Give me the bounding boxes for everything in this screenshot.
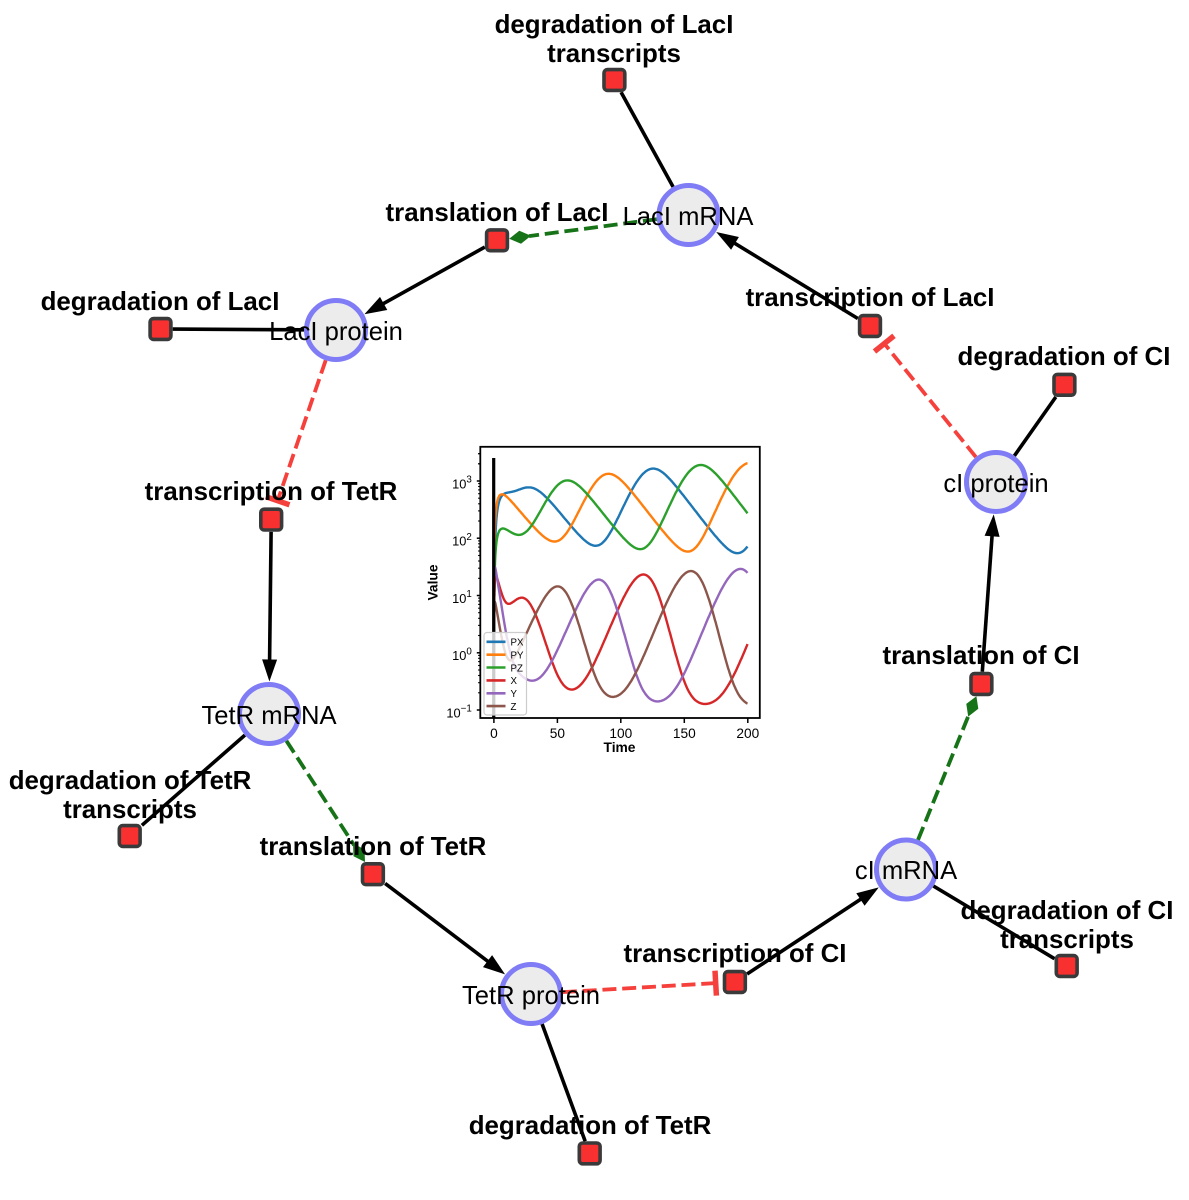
svg-text:transcription of CI: transcription of CI bbox=[624, 940, 847, 968]
svg-text:Z: Z bbox=[511, 702, 517, 713]
svg-text:TetR mRNA: TetR mRNA bbox=[201, 702, 337, 730]
svg-text:PY: PY bbox=[511, 651, 524, 662]
svg-text:100: 100 bbox=[609, 726, 632, 741]
svg-text:transcripts: transcripts bbox=[1000, 926, 1134, 954]
svg-text:transcription of LacI: transcription of LacI bbox=[746, 284, 995, 312]
svg-text:X: X bbox=[511, 676, 518, 687]
svg-text:Time: Time bbox=[604, 740, 636, 755]
svg-text:cI mRNA: cI mRNA bbox=[855, 857, 958, 885]
svg-text:Y: Y bbox=[511, 689, 518, 700]
svg-text:transcription of TetR: transcription of TetR bbox=[145, 478, 398, 506]
svg-text:LacI mRNA: LacI mRNA bbox=[623, 203, 755, 231]
svg-text:LacI protein: LacI protein bbox=[269, 318, 403, 346]
svg-text:50: 50 bbox=[550, 726, 566, 741]
svg-text:101: 101 bbox=[452, 589, 472, 606]
svg-text:degradation of CI: degradation of CI bbox=[961, 897, 1174, 925]
svg-text:degradation of CI: degradation of CI bbox=[958, 343, 1171, 371]
svg-text:100: 100 bbox=[452, 646, 472, 663]
svg-text:103: 103 bbox=[452, 475, 472, 492]
svg-text:degradation of TetR: degradation of TetR bbox=[469, 1112, 712, 1140]
svg-text:degradation of LacI: degradation of LacI bbox=[41, 288, 280, 316]
svg-text:translation of TetR: translation of TetR bbox=[260, 833, 487, 861]
svg-text:Value: Value bbox=[426, 564, 441, 600]
svg-text:transcripts: transcripts bbox=[63, 796, 197, 824]
svg-text:cI protein: cI protein bbox=[943, 470, 1048, 498]
svg-text:10−1: 10−1 bbox=[446, 704, 471, 721]
svg-text:transcripts: transcripts bbox=[547, 40, 681, 68]
svg-text:150: 150 bbox=[673, 726, 696, 741]
svg-text:TetR protein: TetR protein bbox=[462, 982, 600, 1010]
svg-text:degradation of LacI: degradation of LacI bbox=[495, 11, 734, 39]
svg-text:102: 102 bbox=[452, 532, 472, 549]
svg-text:translation of CI: translation of CI bbox=[882, 642, 1079, 670]
svg-text:PX: PX bbox=[511, 638, 524, 649]
svg-text:PZ: PZ bbox=[511, 663, 523, 674]
svg-text:200: 200 bbox=[736, 726, 759, 741]
svg-text:degradation of TetR: degradation of TetR bbox=[9, 767, 252, 795]
svg-text:0: 0 bbox=[490, 726, 498, 741]
svg-text:translation of LacI: translation of LacI bbox=[386, 199, 609, 227]
